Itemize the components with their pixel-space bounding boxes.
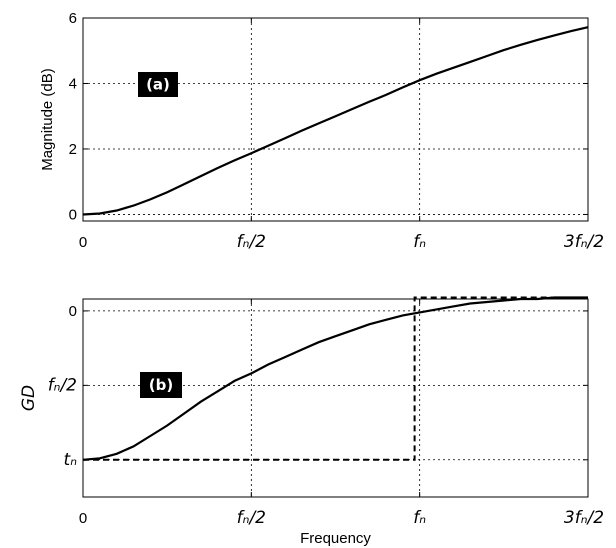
- panel-label-box: [140, 372, 182, 398]
- x-axis-label: Frequency: [300, 530, 371, 547]
- y-axis-label: GD: [19, 385, 39, 411]
- panel-label: (a): [146, 76, 170, 94]
- x-tick-label: 3fₙ/2: [564, 508, 604, 528]
- y-tick-label: tₙ: [64, 450, 78, 470]
- y-tick-label: 0: [69, 206, 77, 223]
- y-tick-label: 6: [69, 10, 77, 27]
- x-tick-label: fₙ/2: [237, 508, 266, 528]
- x-tick-label: 0: [79, 510, 87, 527]
- dashed-series-line: [83, 296, 588, 461]
- x-tick-label: fₙ: [413, 232, 426, 252]
- panel-label-box: [138, 72, 178, 97]
- y-tick-label: 2: [69, 141, 77, 158]
- x-tick-label: 0: [79, 234, 87, 251]
- panel-label: (b): [149, 376, 173, 394]
- y-tick-label: 0: [69, 303, 77, 320]
- panel-a: 0 fₙ/2 fₙ 3fₙ/2 0 2 4 6 Magnitude (dB) (a): [39, 10, 604, 252]
- x-tick-label: fₙ: [413, 508, 426, 528]
- y-axis-label: Magnitude (dB): [39, 68, 56, 171]
- solid-series-line: [82, 26, 589, 216]
- y-tick-label: 4: [69, 75, 77, 92]
- plot-frame: [82, 17, 589, 222]
- solid-series-line: [82, 296, 588, 461]
- plot-frame: [82, 298, 589, 498]
- x-tick-label: fₙ/2: [237, 232, 266, 252]
- x-tick-label: 3fₙ/2: [564, 232, 604, 252]
- y-tick-label: fₙ/2: [48, 375, 77, 395]
- panel-b: 0 fₙ/2 fₙ 3fₙ/2 tₙ fₙ/2 0 GD Frequency (b): [19, 296, 604, 547]
